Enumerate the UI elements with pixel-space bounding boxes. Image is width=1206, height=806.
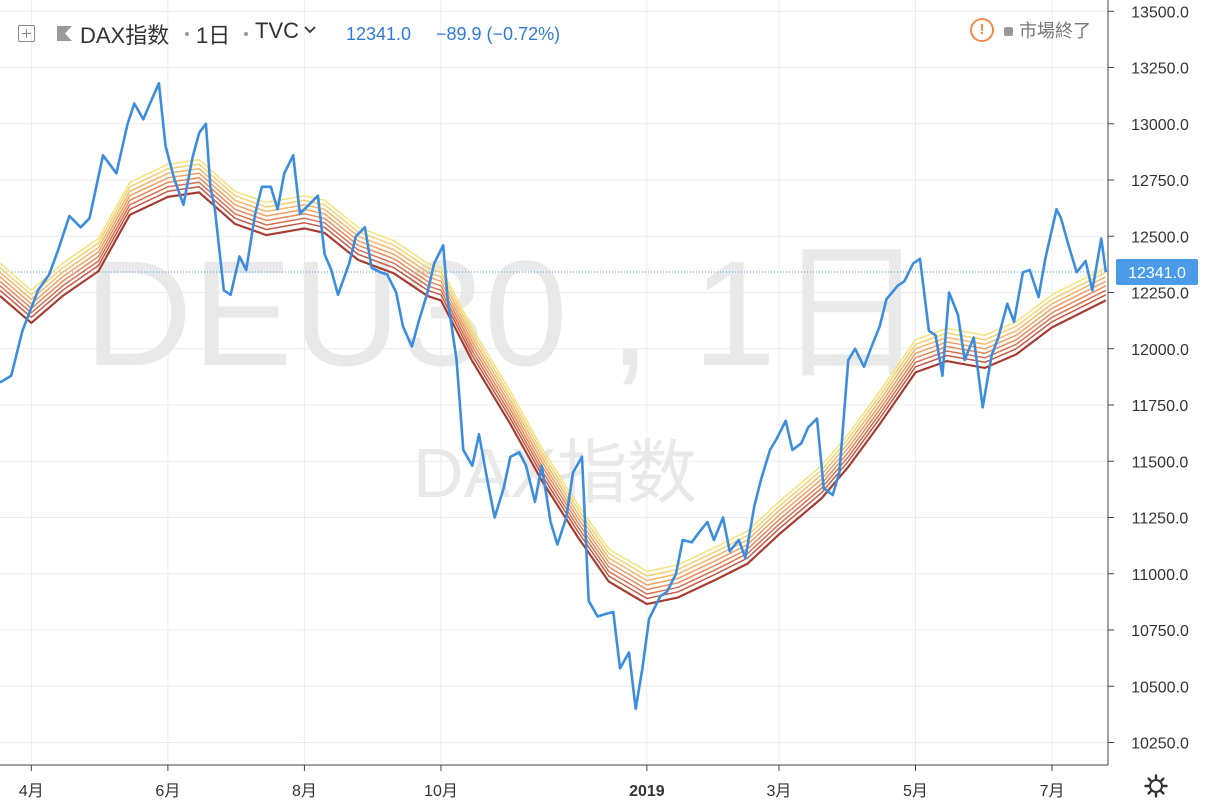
source-label[interactable]: TVC (255, 18, 299, 43)
ribbon-band-3 (0, 168, 1107, 582)
watermark: DEU30 , 1日 DAX指数 (84, 229, 926, 512)
x-tick-label: 2019 (629, 783, 665, 800)
x-tick-label: 7月 (1040, 783, 1065, 800)
y-tick-label: 12500.0 (1131, 229, 1189, 246)
ribbon-band-5 (0, 177, 1107, 591)
y-tick-label: 10250.0 (1131, 736, 1189, 753)
price-series-line (0, 82, 1108, 711)
last-price-badge-text: 12341.0 (1128, 265, 1186, 282)
x-tick-label: 5月 (903, 783, 928, 800)
last-price-badge (1116, 259, 1198, 286)
separator-dot (244, 32, 248, 36)
separator-dot (185, 32, 189, 36)
y-tick-label: 11250.0 (1132, 511, 1189, 528)
x-axis[interactable]: 4月 6月 8月 10月 2019 3月 5月 7月 (0, 764, 1108, 800)
symbol-name[interactable]: DAX指数 (80, 23, 170, 48)
warning-icon[interactable]: ! (970, 18, 994, 42)
x-tick-label: 6月 (155, 783, 180, 800)
ribbon-band-2 (0, 163, 1107, 577)
x-tick-label: 10月 (424, 783, 458, 800)
chevron-down-icon[interactable] (304, 26, 316, 34)
price-change-value: −89.9 (−0.72%) (436, 24, 561, 44)
y-tick-label: 12750.0 (1131, 173, 1189, 190)
expand-icon[interactable] (18, 25, 35, 42)
ribbon-band-4 (0, 172, 1107, 586)
status-square-icon (1004, 27, 1013, 36)
x-tick-label: 8月 (292, 783, 317, 800)
watermark-symbol: DEU30 , 1日 (84, 229, 926, 397)
chart-header: DAX指数 1日 TVC 12341.0 −89.9 (−0.72%) ! 市場… (0, 0, 1108, 64)
y-tick-label: 13250.0 (1131, 61, 1189, 78)
ribbon-band-8 (0, 191, 1107, 606)
y-tick-label: 10750.0 (1131, 623, 1189, 640)
ribbon-band-7 (0, 186, 1107, 600)
chart-grid (0, 0, 1108, 765)
y-axis[interactable]: 13500.0 13250.0 13000.0 12750.0 12500.0 12250… (1107, 0, 1189, 765)
moving-average-ribbon (0, 159, 1107, 606)
x-tick-label: 3月 (767, 783, 792, 800)
ribbon-band-6 (0, 181, 1107, 595)
y-tick-label: 11750.0 (1132, 398, 1189, 415)
y-tick-label: 12000.0 (1131, 342, 1189, 359)
last-price-label: 12341.0 (1116, 259, 1198, 286)
last-price-value: 12341.0 (346, 24, 412, 44)
y-tick-label: 10500.0 (1131, 679, 1189, 696)
ribbon-band-1 (0, 159, 1107, 573)
market-status: 市場終了 (1004, 17, 1091, 43)
y-tick-label: 13500.0 (1131, 4, 1189, 21)
x-tick-label: 4月 (19, 783, 44, 800)
market-status-text: 市場終了 (1019, 21, 1091, 41)
y-tick-label: 12250.0 (1131, 286, 1189, 303)
y-tick-label: 13000.0 (1131, 117, 1189, 134)
gear-icon[interactable] (1144, 774, 1168, 798)
flag-icon[interactable] (56, 25, 73, 42)
y-tick-label: 11500.0 (1132, 454, 1189, 471)
y-tick-label: 11000.0 (1132, 567, 1189, 584)
interval-label[interactable]: 1日 (196, 23, 231, 48)
